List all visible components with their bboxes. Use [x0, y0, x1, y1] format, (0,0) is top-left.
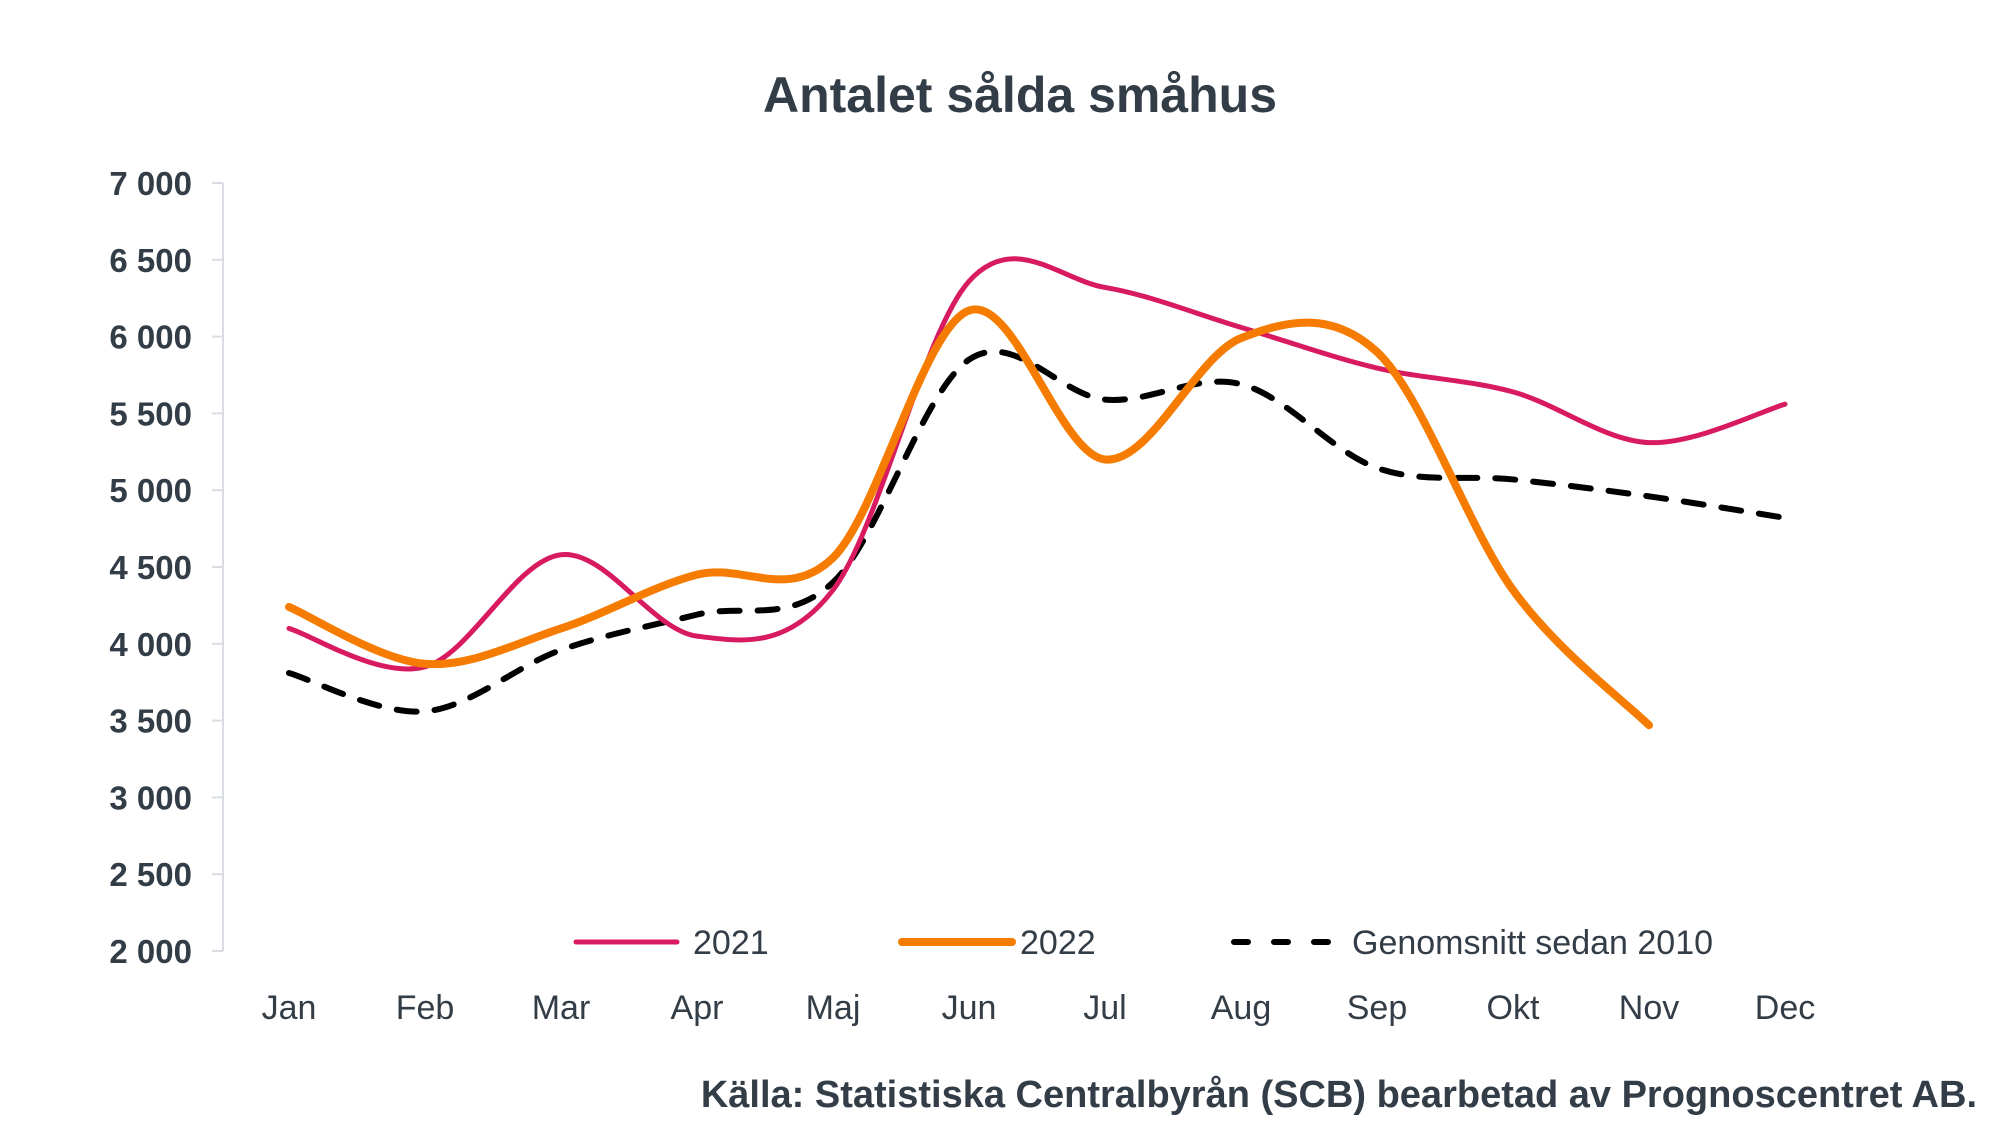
y-tick-label: 4 500	[109, 549, 192, 586]
y-tick-label: 5 500	[109, 395, 192, 432]
y-tick-label: 2 000	[109, 933, 192, 970]
y-tick-label: 5 000	[109, 472, 192, 509]
legend-item: Genomsnitt sedan 2010	[1231, 924, 1713, 962]
x-tick-label: Dec	[1755, 989, 1815, 1027]
x-tick-label: Maj	[806, 989, 861, 1027]
x-tick-label: Sep	[1347, 989, 1408, 1027]
y-axis: 2 000 2 500 3 000 3 500 4 000 4 500 5 000 5 500…	[109, 165, 224, 970]
legend-item: 2022	[898, 924, 1096, 962]
x-axis: Jan Feb Mar Apr Maj Jun Jul Aug Sep Okt Nov Dec	[262, 989, 1816, 1027]
x-tick-label: Nov	[1619, 989, 1679, 1027]
source-note: Källa: Statistiska Centralbyrån (SCB) be…	[701, 1074, 1977, 1116]
x-tick-label: Aug	[1211, 989, 1272, 1027]
y-tick-label: 6 500	[109, 242, 192, 279]
x-tick-label: Feb	[396, 989, 455, 1027]
legend-label: 2021	[693, 924, 769, 962]
y-tick-label: 4 000	[109, 626, 192, 663]
series-line-genomsnitt-sedan-2010	[286, 348, 1788, 715]
legend-label: 2022	[1020, 924, 1096, 962]
legend: 2021 2022 Genomsnitt sedan 2010	[573, 924, 1713, 962]
x-tick-label: Jul	[1083, 989, 1126, 1027]
y-tick-label: 2 500	[109, 856, 192, 893]
series-line-2022	[285, 305, 1653, 730]
x-tick-label: Mar	[532, 989, 591, 1027]
y-tick-label: 3 500	[109, 703, 192, 740]
series-line-2021	[286, 256, 1788, 672]
series-layer	[285, 256, 1788, 730]
x-tick-label: Okt	[1487, 989, 1540, 1027]
legend-item: 2021	[573, 924, 769, 962]
x-tick-label: Jan	[262, 989, 317, 1027]
y-tick-label: 6 000	[109, 319, 192, 356]
x-tick-label: Jun	[942, 989, 997, 1027]
x-tick-label: Apr	[671, 989, 724, 1027]
y-tick-label: 3 000	[109, 779, 192, 816]
chart-title: Antalet sålda småhus	[763, 67, 1277, 123]
legend-label: Genomsnitt sedan 2010	[1352, 924, 1713, 962]
y-tick-label: 7 000	[109, 165, 192, 202]
